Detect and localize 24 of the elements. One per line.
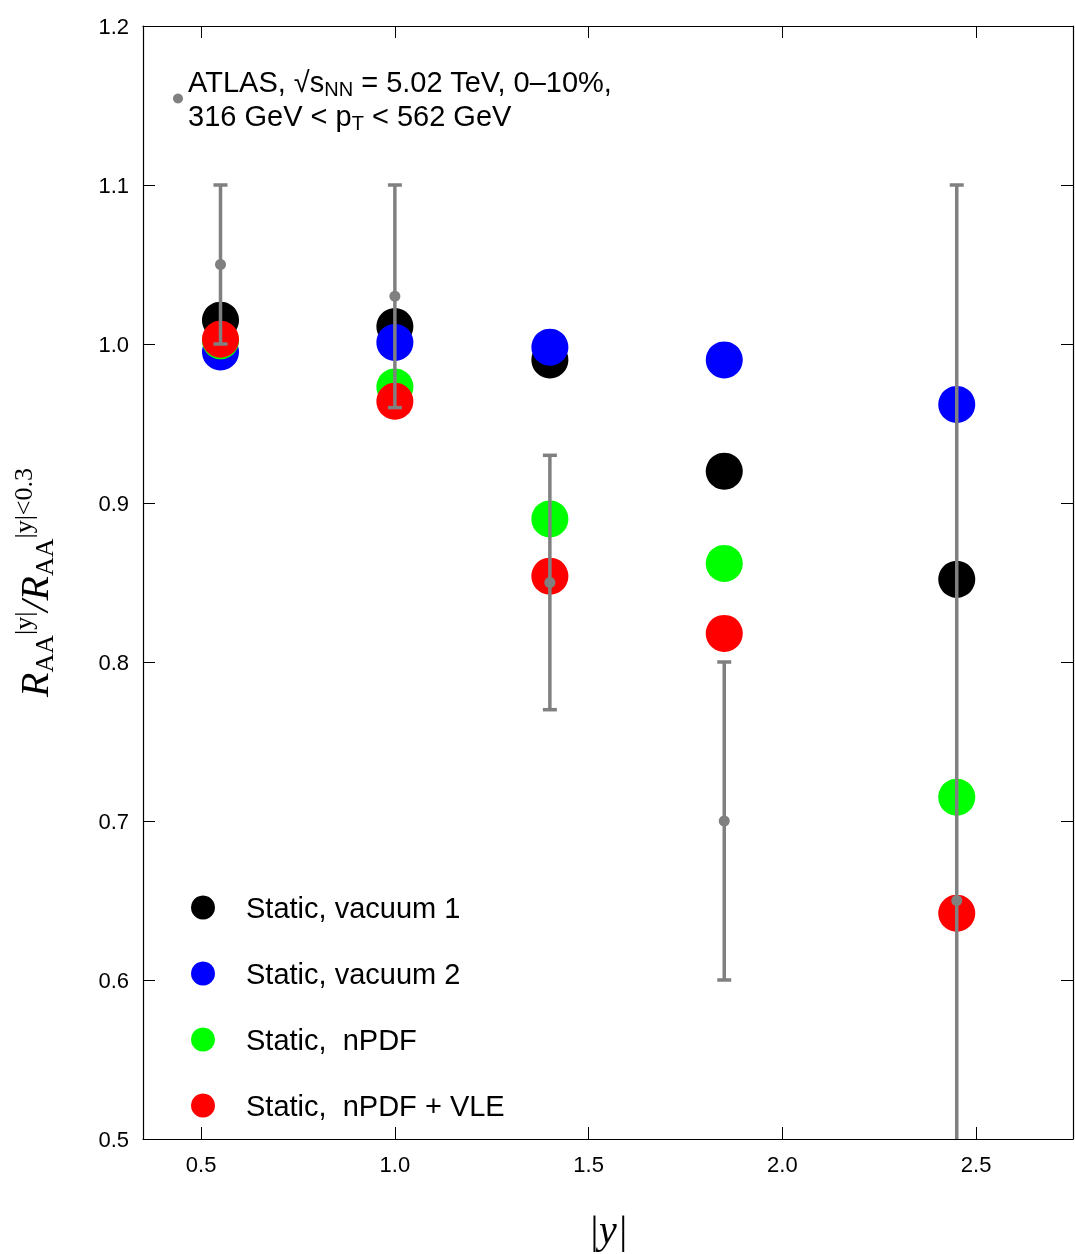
legend-label: Static, nPDF + VLE — [246, 1089, 505, 1122]
x-tick-label: 1.5 — [573, 1151, 604, 1177]
x-tick-label: 0.5 — [185, 1151, 217, 1177]
point — [705, 452, 743, 490]
legend-label: Static, nPDF — [246, 1023, 417, 1056]
x-tick-label: 2.5 — [960, 1151, 992, 1177]
y-tick-label: 0.9 — [98, 490, 129, 516]
point — [705, 614, 743, 652]
point — [531, 328, 569, 366]
y-tick-label: 1.2 — [98, 13, 129, 39]
point — [705, 341, 743, 379]
y-tick-label: 1.1 — [98, 172, 129, 198]
y-tick-label: 0.7 — [98, 808, 129, 834]
y-tick-label: 0.8 — [98, 649, 129, 675]
y-tick-label: 0.6 — [98, 967, 129, 993]
y-axis-title: RAA|y|/RAA|y|<0.3 — [8, 467, 59, 699]
x-tick-label: 1.0 — [379, 1151, 411, 1177]
x-axis-title: |y| — [588, 1206, 628, 1252]
point — [705, 544, 743, 582]
y-tick-label: 1.0 — [98, 331, 129, 357]
legend-label: Static, vacuum 1 — [246, 891, 461, 924]
x-tick-label: 2.0 — [767, 1151, 798, 1177]
y-tick-label: 0.5 — [98, 1126, 129, 1152]
legend-label: Static, vacuum 2 — [246, 957, 461, 990]
